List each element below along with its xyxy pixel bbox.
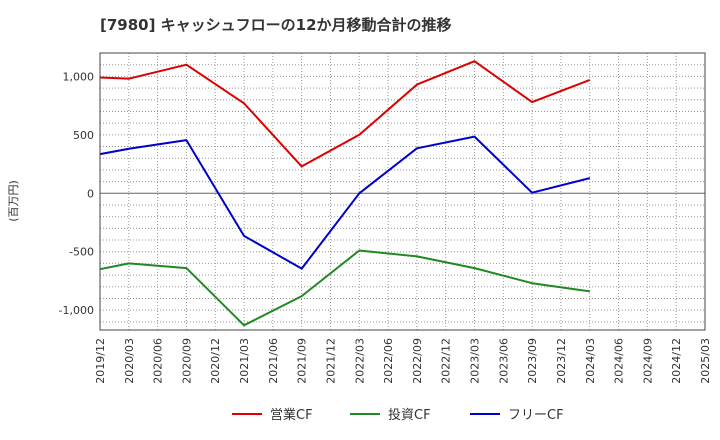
y-tick-label: 0 (87, 187, 94, 200)
legend-label-2: 投資CF (388, 407, 431, 423)
x-tick-label: 2023/06 (497, 338, 510, 384)
series-line-2 (99, 249, 590, 327)
x-tick-label: 2021/03 (238, 338, 251, 384)
x-tick-label: 2022/06 (382, 338, 395, 384)
x-tick-label: 2022/03 (353, 338, 366, 384)
series-lines (99, 60, 591, 327)
x-tick-label: 2021/12 (324, 338, 337, 384)
x-tick-label: 2023/03 (469, 338, 482, 384)
x-tick-label: 2021/06 (267, 338, 280, 384)
tick-labels: 1,000 500 0 -500 -1,000 2019/12 2020/03 2020/06… (59, 70, 712, 383)
x-tick-label: 2021/09 (296, 338, 309, 384)
x-tick-label: 2022/09 (411, 338, 424, 384)
legend: 営業CF 投資CF フリーCF (232, 407, 564, 423)
x-tick-label: 2024/09 (641, 338, 654, 384)
y-axis-label: (百万円) (7, 180, 20, 222)
y-tick-label: 500 (73, 129, 94, 142)
x-tick-label: 2024/03 (584, 338, 597, 384)
grid (99, 53, 706, 330)
x-tick-label: 2022/12 (440, 338, 453, 384)
series-line-3 (99, 135, 591, 270)
plot-area (99, 52, 706, 331)
x-tick-label: 2019/12 (94, 338, 107, 384)
x-tick-label: 2025/03 (699, 338, 712, 384)
y-tick-label: -500 (69, 246, 94, 259)
x-tick-label: 2020/06 (152, 338, 165, 384)
legend-label-1: 営業CF (270, 407, 313, 423)
x-tick-label: 2024/12 (670, 338, 683, 384)
series-line-1 (99, 60, 591, 168)
x-tick-label: 2020/12 (209, 338, 222, 384)
chart-title: [7980] キャッシュフローの12か月移動合計の推移 (100, 16, 452, 34)
legend-label-3: フリーCF (508, 408, 564, 423)
x-tick-label: 2024/06 (613, 338, 626, 384)
x-tick-label: 2020/09 (180, 338, 193, 384)
x-tick-label: 2023/09 (526, 338, 539, 384)
x-tick-label: 2023/12 (555, 338, 568, 384)
x-tick-label: 2020/03 (123, 338, 136, 384)
y-tick-label: 1,000 (63, 70, 95, 83)
y-tick-label: -1,000 (59, 304, 94, 317)
